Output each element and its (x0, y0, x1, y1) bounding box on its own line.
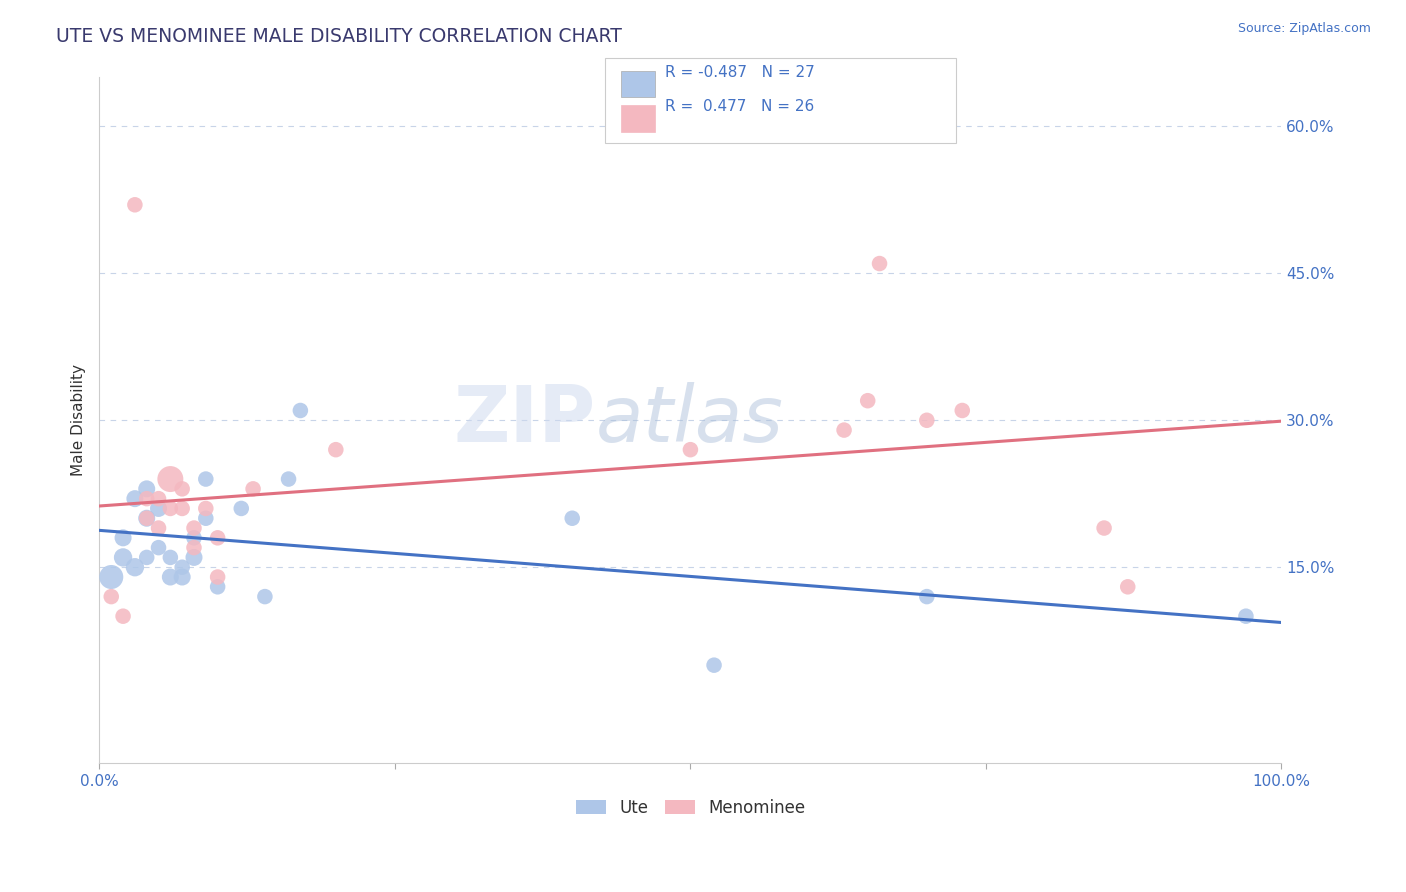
Point (194, 501, 217, 516)
Point (159, 472, 181, 486)
Point (915, 413, 938, 427)
Point (856, 393, 879, 408)
Point (1234, 609, 1257, 624)
Point (194, 511, 217, 525)
Point (1116, 580, 1139, 594)
Point (207, 531, 229, 545)
Text: R = -0.487   N = 27: R = -0.487 N = 27 (665, 65, 815, 79)
Point (135, 491, 157, 506)
Point (194, 472, 217, 486)
Text: atlas: atlas (596, 383, 783, 458)
Point (561, 511, 583, 525)
Point (148, 521, 170, 535)
Point (172, 482, 194, 496)
Point (100, 590, 122, 604)
Point (679, 442, 702, 457)
Point (183, 521, 205, 535)
Legend: Ute, Menominee: Ute, Menominee (569, 792, 811, 823)
Text: R =  0.477   N = 26: R = 0.477 N = 26 (665, 99, 814, 114)
Point (183, 531, 205, 545)
Point (159, 550, 181, 565)
Point (869, 256, 891, 270)
Point (325, 442, 347, 457)
Point (172, 560, 194, 574)
Point (124, 560, 146, 574)
Point (135, 511, 157, 525)
Point (703, 658, 725, 673)
Text: Source: ZipAtlas.com: Source: ZipAtlas.com (1237, 22, 1371, 36)
Point (950, 403, 973, 417)
Point (124, 491, 146, 506)
Point (148, 491, 170, 506)
Point (1092, 521, 1115, 535)
Point (135, 511, 157, 525)
Point (915, 590, 938, 604)
Point (135, 482, 157, 496)
Point (832, 423, 855, 437)
Point (207, 580, 229, 594)
Point (207, 570, 229, 584)
Point (172, 501, 194, 516)
Point (112, 531, 135, 545)
Point (135, 550, 157, 565)
Y-axis label: Male Disability: Male Disability (72, 364, 86, 476)
Point (124, 198, 146, 212)
Point (277, 472, 299, 486)
Point (148, 541, 170, 555)
Point (242, 482, 264, 496)
Point (183, 541, 205, 555)
Point (159, 570, 181, 584)
Text: ZIP: ZIP (454, 383, 596, 458)
Point (159, 501, 181, 516)
Point (112, 550, 135, 565)
Point (112, 609, 135, 624)
Text: UTE VS MENOMINEE MALE DISABILITY CORRELATION CHART: UTE VS MENOMINEE MALE DISABILITY CORRELA… (56, 27, 621, 45)
Point (148, 501, 170, 516)
Point (253, 590, 276, 604)
Point (100, 570, 122, 584)
Point (231, 501, 253, 516)
Point (183, 550, 205, 565)
Point (290, 403, 312, 417)
Point (172, 570, 194, 584)
